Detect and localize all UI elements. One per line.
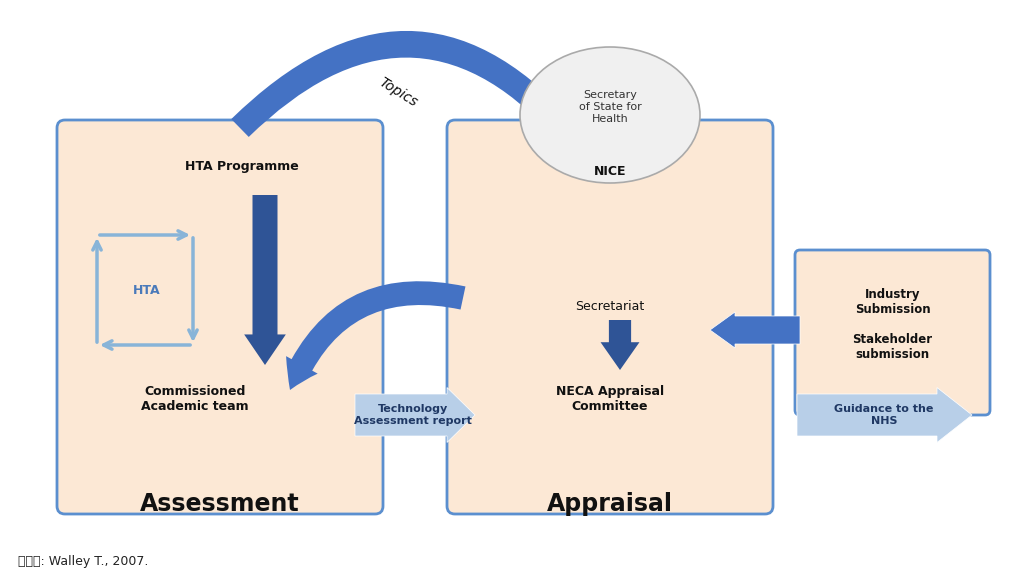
Text: Assessment: Assessment	[140, 492, 300, 516]
FancyArrowPatch shape	[244, 195, 285, 365]
Text: Appraisal: Appraisal	[547, 492, 673, 516]
Polygon shape	[355, 388, 475, 443]
FancyBboxPatch shape	[795, 250, 990, 415]
FancyBboxPatch shape	[447, 120, 773, 514]
Text: HTA Programme: HTA Programme	[185, 160, 299, 173]
Text: NICE: NICE	[593, 165, 626, 178]
Text: Secretary
of State for
Health: Secretary of State for Health	[579, 91, 641, 124]
Text: Industry
Submission

Stakeholder
submission: Industry Submission Stakeholder submissi…	[852, 288, 933, 361]
FancyArrowPatch shape	[600, 320, 639, 370]
Polygon shape	[710, 312, 800, 348]
Ellipse shape	[520, 47, 700, 183]
FancyBboxPatch shape	[57, 120, 383, 514]
Text: Guidance to the
NHS: Guidance to the NHS	[834, 404, 934, 426]
Text: Secretariat: Secretariat	[575, 300, 644, 312]
FancyArrowPatch shape	[287, 281, 465, 390]
Text: NECA Appraisal
Committee: NECA Appraisal Committee	[556, 385, 664, 413]
Polygon shape	[797, 388, 972, 443]
Text: Commissioned
Academic team: Commissioned Academic team	[141, 385, 249, 413]
Text: HTA: HTA	[133, 283, 161, 297]
Text: 자료원: Walley T., 2007.: 자료원: Walley T., 2007.	[18, 555, 148, 568]
FancyArrowPatch shape	[232, 31, 580, 148]
Text: Topics: Topics	[376, 75, 420, 109]
Text: Technology
Assessment report: Technology Assessment report	[354, 404, 472, 426]
